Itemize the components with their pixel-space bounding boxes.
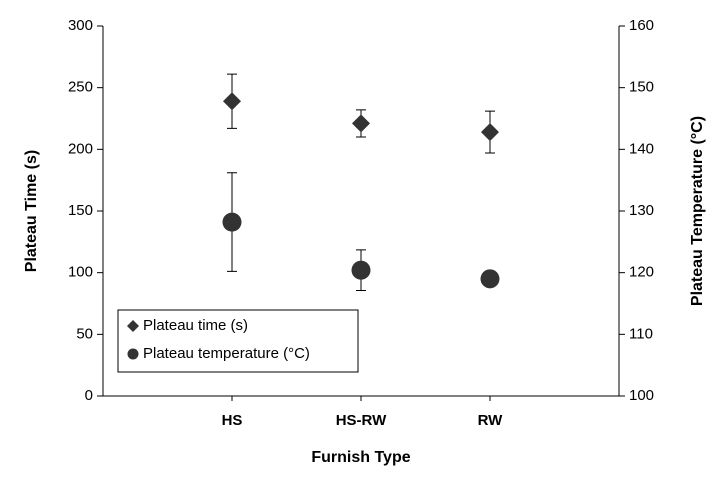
y-tick-label: 200 <box>68 140 93 157</box>
y2-tick-label: 150 <box>629 79 654 96</box>
y-tick-label: 50 <box>76 325 93 342</box>
x-tick-label: RW <box>478 412 504 429</box>
y-tick-label: 250 <box>68 79 93 96</box>
y-axis-title: Plateau Time (s) <box>23 150 40 272</box>
y2-tick-label: 100 <box>629 387 654 404</box>
legend-label: Plateau time (s) <box>143 317 248 334</box>
y2-tick-label: 140 <box>629 140 654 157</box>
y2-tick-label: 130 <box>629 202 654 219</box>
legend-box <box>117 309 359 373</box>
y2-tick-label: 120 <box>629 264 654 281</box>
x-tick-label: HS <box>222 412 243 429</box>
y-tick-label: 100 <box>68 264 93 281</box>
x-axis-title: Furnish Type <box>311 449 410 466</box>
circle-marker <box>480 269 500 289</box>
circle-marker <box>222 212 242 232</box>
legend-label: Plateau temperature (°C) <box>143 345 310 362</box>
circle-marker <box>351 260 371 280</box>
y2-axis-title: Plateau Temperature (°C) <box>689 116 706 306</box>
y-tick-label: 150 <box>68 202 93 219</box>
y-tick-label: 300 <box>68 17 93 34</box>
y-tick-label: 0 <box>85 387 93 404</box>
y2-tick-label: 110 <box>629 325 653 342</box>
legend-marker <box>127 320 139 332</box>
legend-marker <box>127 348 139 360</box>
diamond-marker <box>481 123 499 142</box>
diamond-marker <box>352 114 370 133</box>
diamond-marker <box>223 92 241 111</box>
y2-tick-label: 160 <box>629 17 654 34</box>
x-tick-label: HS-RW <box>336 412 387 429</box>
